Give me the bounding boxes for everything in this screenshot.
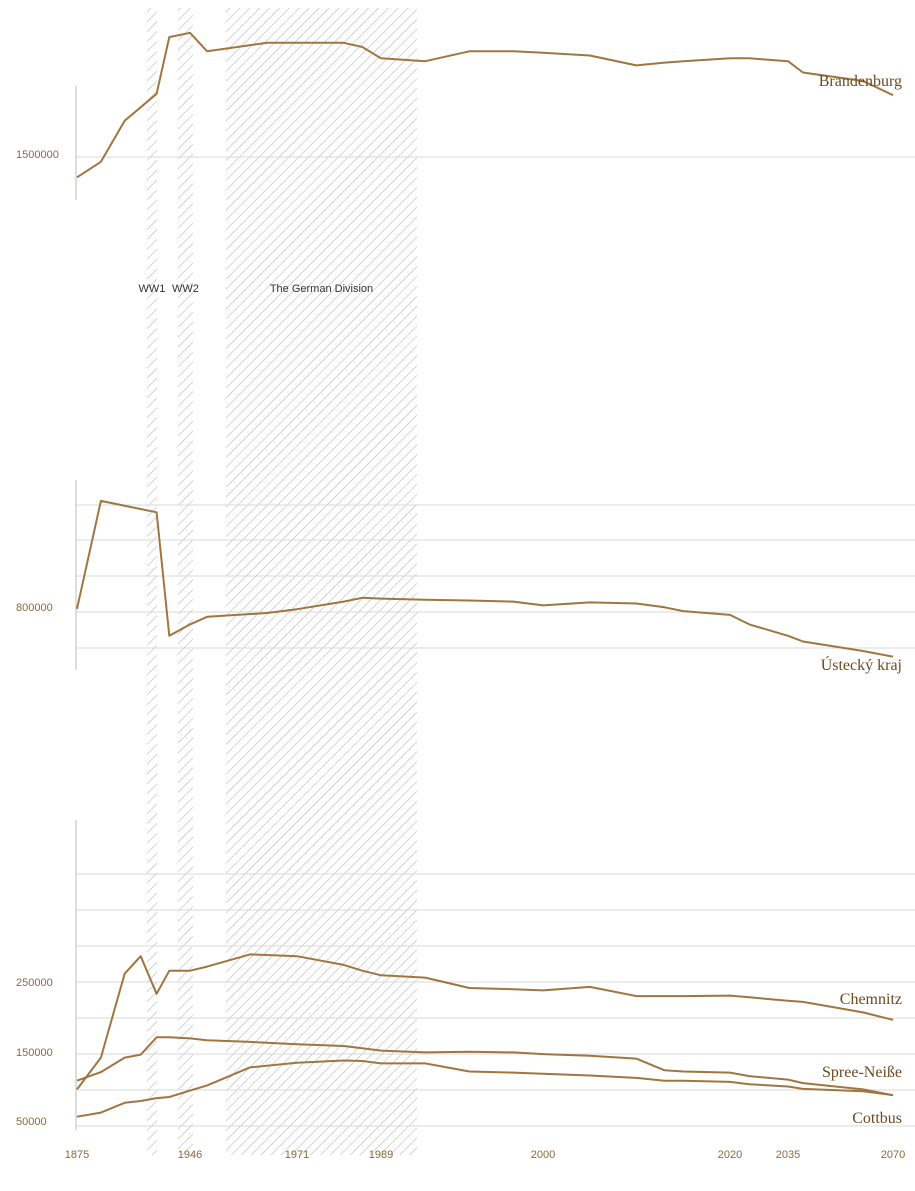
x-tick-label: 2035 (776, 1149, 800, 1161)
x-tick-label: 2020 (718, 1149, 742, 1161)
x-tick-label: 1946 (178, 1149, 202, 1161)
series-label: Chemnitz (840, 991, 902, 1008)
series-label: Ústecký kraj (821, 655, 902, 674)
series-label: Spree-Neiße (822, 1064, 902, 1081)
series-label: Brandenburg (819, 73, 902, 90)
panel-2-ytick-label: 800000 (16, 602, 53, 614)
series-label: Cottbus (852, 1110, 902, 1127)
x-tick-label: 2070 (881, 1149, 905, 1161)
period-band-1 (147, 8, 157, 1155)
series-line-brandenburg (76, 31, 894, 179)
panel-1-ytick-label: 1500000 (16, 149, 59, 161)
grid-lines (75, 86, 915, 1130)
panel-3-ytick-label: 150000 (16, 1047, 53, 1059)
period-label-1: WW1 (139, 283, 166, 295)
period-band-2 (178, 8, 193, 1155)
period-label-2: WW2 (172, 283, 199, 295)
x-tick-label: 1875 (65, 1149, 89, 1161)
series-lines (76, 31, 894, 1118)
panel-3-ytick-label: 50000 (16, 1116, 47, 1128)
chart-labels: WW1 WW2 The German Division 1500000 Brandenb… (16, 73, 905, 1161)
historical-periods (147, 8, 417, 1155)
period-band-3 (226, 8, 417, 1155)
period-label-3: The German Division (270, 283, 373, 295)
x-tick-label: 1989 (369, 1149, 393, 1161)
series-line-chemnitz (76, 953, 894, 1091)
x-tick-label: 2000 (531, 1149, 555, 1161)
panel-3-ytick-label: 250000 (16, 977, 53, 989)
series-line-cottbus (76, 1059, 894, 1118)
x-tick-label: 1971 (285, 1149, 309, 1161)
series-line--steck-kraj (76, 499, 894, 658)
series-line-spree-nei-e (76, 1036, 894, 1097)
